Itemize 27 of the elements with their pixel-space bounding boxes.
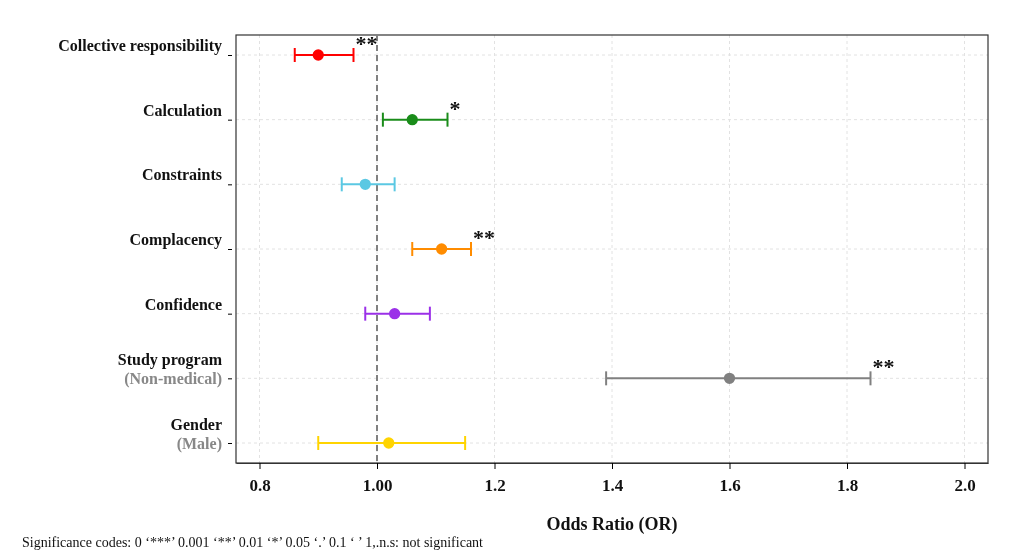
y-tick-label: Gender (Male) xyxy=(170,416,222,453)
x-tick-label: 1.00 xyxy=(362,475,393,495)
annotation: ** xyxy=(355,31,378,56)
y-tick-label: Collective responsibility xyxy=(58,37,222,55)
y-tick-label: Confidence xyxy=(144,295,222,313)
x-tick-label: 1.6 xyxy=(719,475,741,495)
x-tick-label: 0.8 xyxy=(249,475,271,495)
x-tick-label: 1.4 xyxy=(601,475,624,495)
y-tick-label: Complacency xyxy=(129,231,222,249)
x-axis-title: Odds Ratio (OR) xyxy=(546,514,678,535)
annotation: ** xyxy=(473,225,495,250)
annotation: ** xyxy=(872,354,895,380)
annotation: * xyxy=(449,95,461,121)
point xyxy=(435,243,448,255)
y-tick-label: Constraints xyxy=(141,166,222,184)
point xyxy=(312,49,324,61)
x-tick-label: 1.8 xyxy=(836,475,859,495)
x-tick-label: 1.2 xyxy=(484,475,506,495)
x-tick-label: 2.0 xyxy=(954,475,976,495)
point xyxy=(383,437,395,449)
point xyxy=(723,372,736,384)
point xyxy=(388,308,401,320)
y-tick-label: Study program (Non-medical) xyxy=(117,351,223,389)
point xyxy=(359,178,371,190)
point xyxy=(406,114,418,126)
y-tick-label: Calculation xyxy=(142,101,223,119)
text: Significance codes: 0 ‘***’ 0.001 ‘**’ 0.01 ‘*’ 0.05 ‘.’ 0.1 ‘ ’ 1,.n.s: not significant xyxy=(22,535,484,550)
